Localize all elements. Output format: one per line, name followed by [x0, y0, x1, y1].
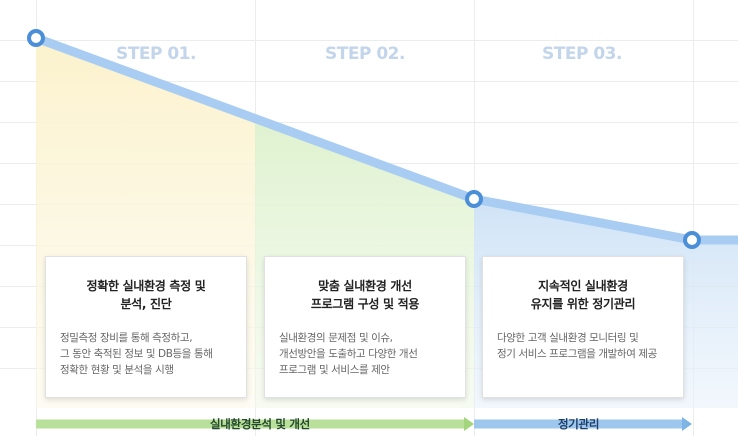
step-card-3: 지속적인 실내환경 유지를 위한 정기관리 다양한 고객 실내환경 모니터링 및… — [482, 256, 684, 398]
step-label-2: STEP 02. — [325, 44, 405, 64]
step-card-title: 지속적인 실내환경 유지를 위한 정기관리 — [530, 279, 636, 311]
phase-label-analysis: 실내환경분석 및 개선 — [210, 417, 310, 431]
point-marker — [465, 190, 483, 208]
phase-arrow-analysis — [464, 417, 474, 431]
step-card-description: 실내환경의 문제점 및 이슈, 개선방안을 도출하고 다양한 개선 프로그램 및… — [279, 332, 418, 376]
step-card-description: 다양한 고객 실내환경 모니터링 및 정기 서비스 프로그램을 개발하여 제공 — [497, 332, 657, 360]
step-card-description: 정밀측정 장비를 통해 측정하고, 그 동안 축적된 정보 및 DB등을 통해 … — [60, 332, 213, 376]
step-card-title: 정확한 실내환경 측정 및 분석, 진단 — [86, 279, 206, 311]
phase-arrow-management — [682, 417, 692, 431]
step-card-1: 정확한 실내환경 측정 및 분석, 진단 정밀측정 장비를 통해 측정하고, 그… — [45, 256, 247, 398]
step-card-title: 맞춤 실내환경 개선 프로그램 구성 및 적용 — [310, 279, 420, 311]
point-marker — [683, 231, 701, 249]
step-label-3: STEP 03. — [542, 44, 622, 64]
phase-label-management: 정기관리 — [558, 417, 600, 431]
step-card-2: 맞춤 실내환경 개선 프로그램 구성 및 적용 실내환경의 문제점 및 이슈, … — [264, 256, 466, 398]
step-label-1: STEP 01. — [116, 44, 196, 64]
trend-line — [34, 33, 738, 245]
point-marker — [27, 29, 45, 47]
